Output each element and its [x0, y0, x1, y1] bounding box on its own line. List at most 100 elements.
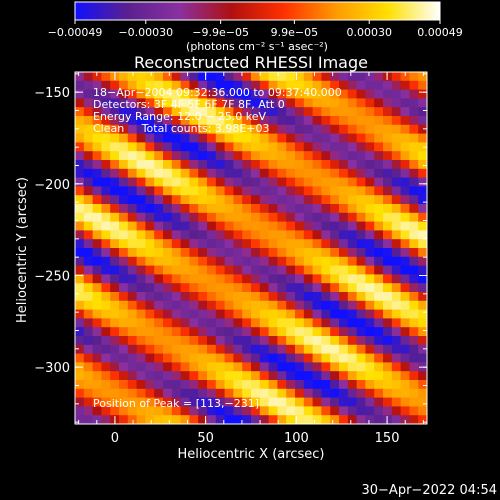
heatmap-cell: [145, 239, 155, 249]
heatmap-cell: [198, 221, 208, 231]
heatmap-cell: [268, 239, 278, 249]
heatmap-cell: [374, 336, 384, 346]
heatmap-cell: [207, 397, 217, 407]
heatmap-cell: [374, 353, 384, 363]
heatmap-cell: [330, 142, 340, 152]
heatmap-cell: [92, 98, 102, 108]
heatmap-cell: [101, 160, 111, 170]
heatmap-cell: [171, 80, 182, 91]
heatmap-cell: [365, 142, 375, 152]
heatmap-cell: [303, 116, 314, 126]
heatmap-cell: [330, 177, 340, 187]
heatmap-cell: [119, 318, 129, 328]
heatmap-cell: [365, 116, 375, 126]
heatmap-cell: [136, 336, 146, 346]
heatmap-cell: [259, 142, 270, 152]
heatmap-cell: [145, 380, 155, 390]
heatmap-cell: [347, 309, 358, 319]
heatmap-cell: [303, 415, 314, 424]
heatmap-cell: [233, 336, 243, 346]
heatmap-cell: [321, 309, 331, 319]
heatmap-cell: [251, 151, 261, 161]
colorbar-ticks: −0.00049 −0.00030 −9.9e−05 9.9e−05 0.00030 0.…: [48, 20, 463, 39]
heatmap-cell: [391, 98, 402, 108]
heatmap-cell: [119, 195, 129, 205]
heatmap-cell: [391, 300, 402, 311]
heatmap-cell: [83, 221, 94, 231]
heatmap-cell: [154, 72, 164, 82]
heatmap-cell: [215, 300, 226, 311]
heatmap-cell: [321, 80, 331, 91]
heatmap-cell: [101, 80, 111, 91]
heatmap-cell: [154, 327, 164, 337]
heatmap-cell: [321, 344, 331, 355]
heatmap-cell: [145, 186, 155, 196]
heatmap-cell: [383, 177, 393, 187]
heatmap-cell: [224, 371, 234, 381]
heatmap-cell: [400, 98, 410, 108]
y-tick-label: −250: [34, 270, 70, 285]
heatmap-cell: [198, 415, 208, 424]
heatmap-cell: [303, 72, 314, 82]
heatmap-cell: [215, 318, 226, 328]
heatmap-cell: [145, 177, 155, 187]
heatmap-cell: [286, 204, 296, 214]
heatmap-cell: [171, 160, 182, 170]
heatmap-cell: [330, 230, 340, 240]
heatmap-cell: [163, 318, 173, 328]
heatmap-cell: [268, 142, 278, 152]
heatmap-cell: [83, 292, 94, 302]
heatmap-cell: [233, 274, 243, 284]
heatmap-cell: [83, 204, 94, 214]
heatmap-cell: [312, 327, 322, 337]
heatmap-cell: [259, 72, 270, 82]
heatmap-cell: [75, 80, 85, 91]
heatmap-cell: [268, 124, 278, 135]
heatmap-cell: [189, 72, 199, 82]
heatmap-cell: [92, 89, 102, 99]
heatmap-cell: [259, 397, 270, 407]
heatmap-cell: [92, 265, 102, 275]
heatmap-cell: [136, 98, 146, 108]
heatmap-cell: [330, 160, 340, 170]
heatmap-cell: [215, 353, 226, 363]
heatmap-cell: [83, 230, 94, 240]
heatmap-cell: [295, 72, 305, 82]
heatmap-cell: [224, 406, 234, 416]
heatmap-cell: [400, 336, 410, 346]
heatmap-cell: [295, 168, 305, 179]
heatmap-cell: [312, 380, 322, 390]
heatmap-cell: [295, 177, 305, 187]
footer-timestamp: 30−Apr−2022 04:54: [362, 483, 498, 498]
heatmap-cell: [215, 380, 226, 390]
heatmap-cell: [277, 98, 287, 108]
heatmap-cell: [171, 327, 182, 337]
heatmap-cell: [330, 380, 340, 390]
heatmap-cell: [75, 124, 85, 135]
heatmap-cell: [75, 195, 85, 205]
heatmap-cell: [259, 195, 270, 205]
heatmap-cell: [347, 327, 358, 337]
heatmap-cell: [268, 362, 278, 372]
heatmap-cell: [224, 292, 234, 302]
heatmap-cell: [110, 300, 120, 311]
heatmap-cell: [409, 300, 419, 311]
heatmap-cell: [312, 107, 322, 117]
heatmap-cell: [356, 186, 366, 196]
heatmap-cell: [277, 107, 287, 117]
heatmap-cell: [383, 186, 393, 196]
heatmap-cell: [171, 151, 182, 161]
heatmap-cell: [383, 72, 393, 82]
heatmap-cell: [215, 89, 226, 99]
heatmap-cell: [207, 283, 217, 293]
heatmap-cell: [391, 72, 402, 82]
heatmap-cell: [321, 221, 331, 231]
heatmap-cell: [145, 274, 155, 284]
heatmap-cell: [189, 265, 199, 275]
heatmap-cell: [277, 212, 287, 223]
heatmap-cell: [312, 124, 322, 135]
heatmap-cell: [391, 283, 402, 293]
heatmap-cell: [127, 80, 138, 91]
heatmap-cell: [295, 221, 305, 231]
heatmap-cell: [312, 397, 322, 407]
